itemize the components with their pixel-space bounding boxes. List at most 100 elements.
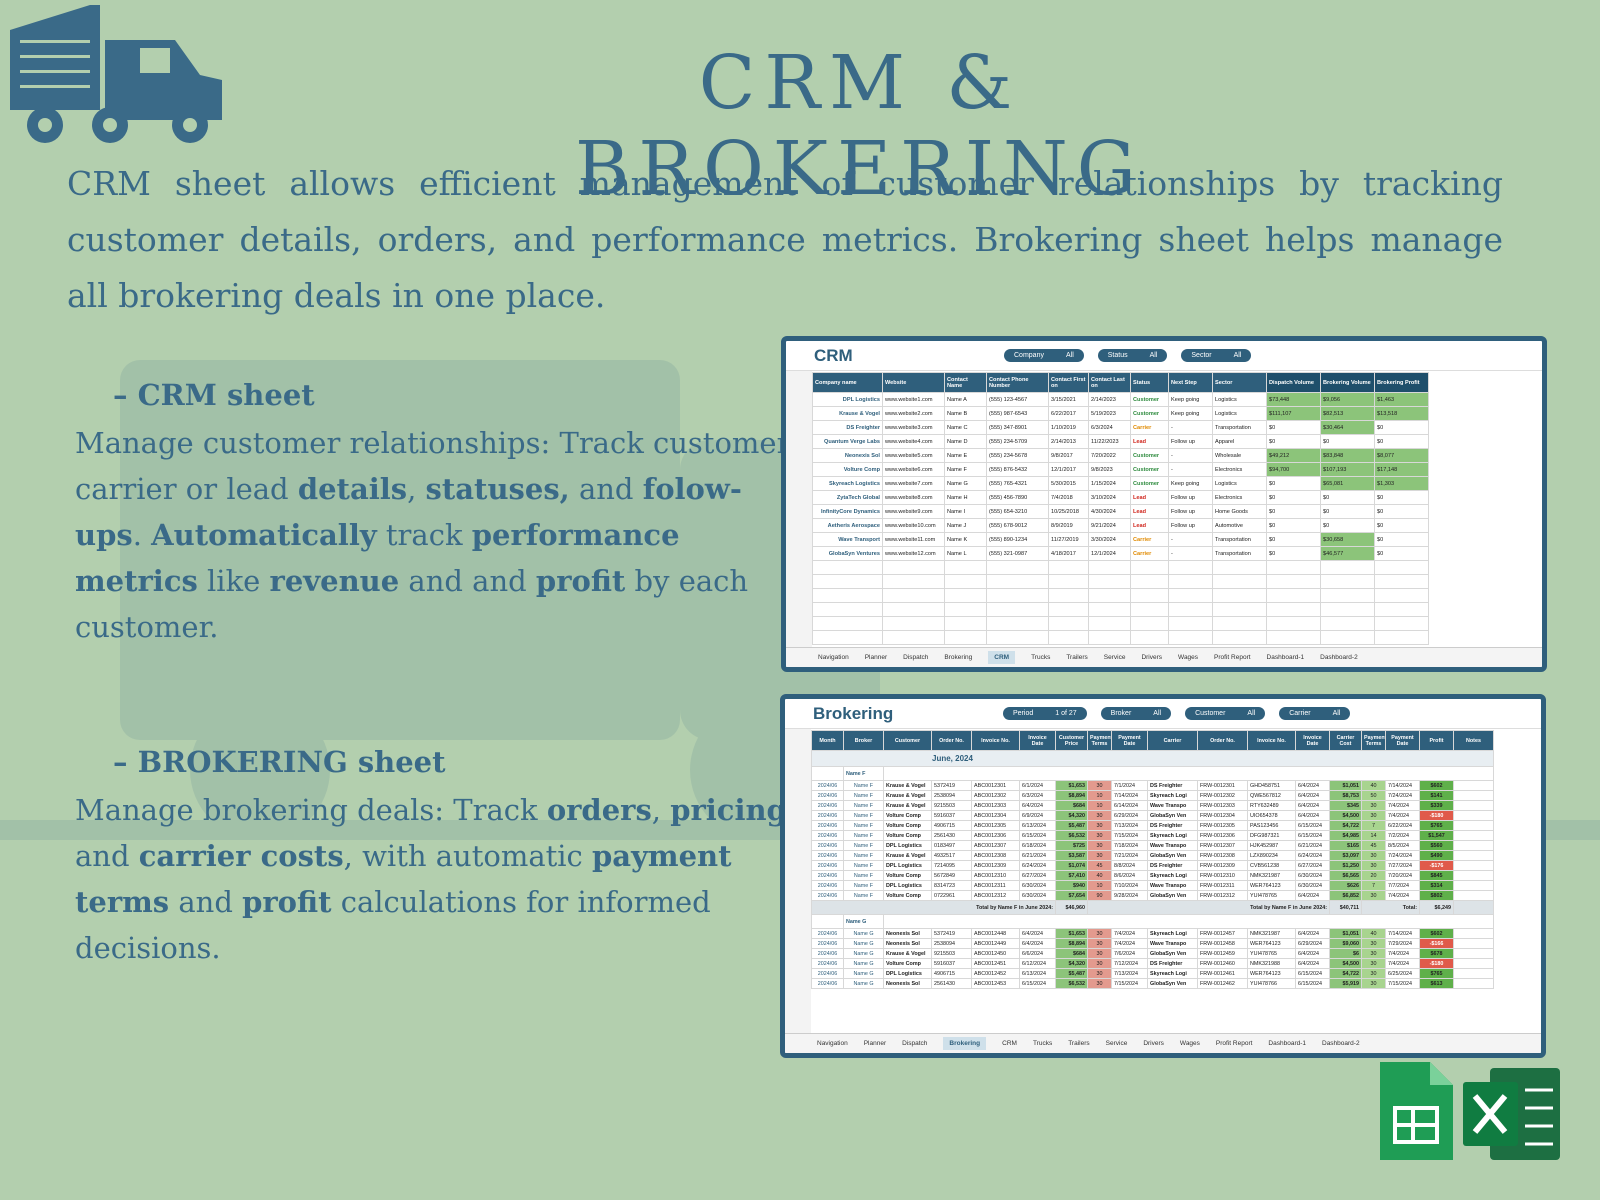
brokering-cell: Name G [843,958,884,969]
brokering-cell: 7/18/2024 [1111,840,1148,851]
crm-cell: 9/21/2024 [1088,518,1131,533]
brokering-cell: 7/24/2024 [1385,790,1420,801]
brokering-cell: Wave Transpo [1147,800,1198,811]
brokering-cell: Krause & Vogel [883,800,932,811]
crm-cell: $0 [1374,546,1429,561]
brokering-cell: Skyreach Logi [1147,830,1198,841]
title: CRM & BROKERING [575,40,1145,212]
sheet-tab[interactable]: Trucks [1031,654,1051,661]
sheet-toolbar: CRM Company All Status All Sector All [786,341,1542,371]
empty-row [812,560,1429,575]
brokering-cell: 5672849 [931,870,972,881]
brokering-cell: ABC0012301 [971,780,1020,791]
brokering-cell: $613 [1419,978,1454,989]
brokering-cell: Wave Transpo [1147,938,1198,949]
sheet-tab[interactable]: Service [1105,1040,1128,1047]
sheet-tab[interactable]: Drivers [1141,654,1163,661]
brokering-cell: 30 [1087,820,1112,831]
brokering-cell: 7/14/2024 [1111,790,1148,801]
sheet-tab[interactable]: Navigation [818,654,849,661]
brokering-cell: Skyreach Logi [1147,790,1198,801]
brokering-cell: QWE567812 [1247,790,1296,801]
sheet-tab[interactable]: CRM [988,651,1016,664]
empty-cell [944,616,987,631]
crm-cell: Name J [944,518,987,533]
sheet-tab[interactable]: Trailers [1066,654,1088,661]
column-header: Brokering Volume [1320,372,1375,393]
group-row: Name G [811,914,1494,929]
brokering-cell: 45 [1087,860,1112,871]
brokering-cell: 9/28/2024 [1111,890,1148,901]
empty-cell [812,630,883,645]
sheet-tab[interactable]: Planner [863,1040,887,1047]
crm-cell: - [1168,462,1213,477]
filter-value: All [1153,710,1162,717]
notes-cell [1453,810,1494,821]
empty-cell [882,630,945,645]
crm-cell: - [1168,546,1213,561]
text-segment: payment terms [75,839,732,919]
sheet-tab[interactable]: Wages [1178,654,1199,661]
sheet-tab[interactable]: Service [1103,654,1126,661]
brokering-cell: FRW-0012312 [1197,890,1248,901]
sheet-tab[interactable]: Profit Report [1215,1040,1253,1047]
crm-cell: $83,848 [1320,448,1375,463]
text-segment: performance metrics [75,518,680,598]
notes-cell [1453,830,1494,841]
crm-cell: (555) 347-8901 [986,420,1049,435]
crm-cell: www.website11.com [882,532,945,547]
sheet-tab[interactable]: Profit Report [1214,654,1251,661]
brokering-cell: 6/29/2024 [1111,810,1148,821]
empty-cell [986,560,1049,575]
brokering-cell: Volture Comp [883,830,932,841]
empty-cell [1266,574,1321,589]
crm-cell: 6/22/2017 [1048,406,1089,421]
sheet-tab[interactable]: Brokering [944,654,973,661]
brokering-row: 2024/06 Name F Krause & Vogel 4932517 ABC001… [811,850,1494,861]
empty-cell [1088,616,1131,631]
brokering-cell: GlobaSyn Ven [1147,850,1198,861]
brokering-cell: 20 [1361,870,1386,881]
sheet-tab[interactable]: Trailers [1068,1040,1090,1047]
crm-cell: $0 [1374,434,1429,449]
brokering-cell: $7,410 [1055,870,1088,881]
brokering-cell: Name F [843,860,884,871]
brokering-cell: 30 [1361,810,1386,821]
brokering-cell: DS Freighter [1147,820,1198,831]
brokering-cell: 6/15/2024 [1019,978,1056,989]
sheet-tab[interactable]: CRM [1002,1040,1017,1047]
sheet-tab[interactable]: Trucks [1032,1040,1053,1047]
brokering-cell: 6/4/2024 [1295,890,1330,901]
brokering-cell: RTY632489 [1247,800,1296,811]
crm-cell: Keep going [1168,476,1213,491]
brokering-row: 2024/06 Name F DPL Logistics 0183497 ABC0012… [811,840,1494,851]
sheet-tab[interactable]: Brokering [943,1037,987,1050]
brokering-cell: 7/27/2024 [1385,860,1420,871]
filter-label: Carrier [1289,710,1311,717]
sheet-tab[interactable]: Dashboard-2 [1320,654,1358,661]
brokering-cell: Name F [843,820,884,831]
brokering-cell: 7/4/2024 [1385,958,1420,969]
brokering-cell: PAS123456 [1247,820,1296,831]
brokering-cell: 6/15/2024 [1295,968,1330,979]
brokering-row: 2024/06 Name G Neonexis Sol 2561430 ABC00124… [811,978,1494,989]
sheet-tab[interactable]: Dispatch [903,654,929,661]
sheet-tab[interactable]: Dispatch [902,1040,928,1047]
sheet-tab[interactable]: Dashboard-2 [1322,1040,1360,1047]
sheet-tab[interactable]: Wages [1179,1040,1200,1047]
sheet-tab[interactable]: Planner [864,654,888,661]
brokering-cell: 4932517 [931,850,972,861]
empty-cell [1266,602,1321,617]
crm-cell: 10/25/2018 [1048,504,1089,519]
brokering-cell: 30 [1087,948,1112,959]
brokering-cell: 6/4/2024 [1295,958,1330,969]
sheet-tab[interactable]: Navigation [817,1040,848,1047]
filter-value: 1 of 27 [1055,710,1077,717]
brokering-cell: Skyreach Logi [1147,968,1198,979]
filter-label: Sector [1191,352,1212,359]
sheet-tab[interactable]: Dashboard-1 [1266,654,1305,661]
crm-cell: www.website4.com [882,434,945,449]
sheet-tab[interactable]: Drivers [1143,1040,1164,1047]
sheet-tab[interactable]: Dashboard-1 [1268,1040,1306,1047]
brokering-cell: FRW-0012309 [1197,860,1248,871]
